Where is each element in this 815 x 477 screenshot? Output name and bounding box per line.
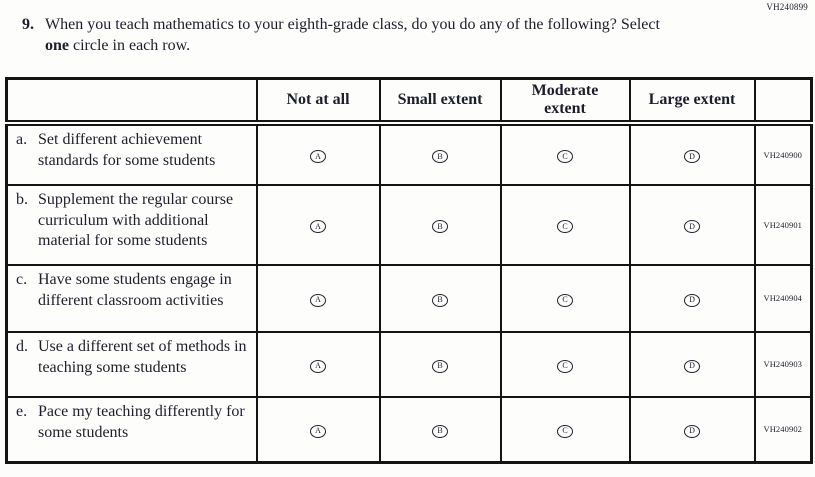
- row-letter: a.: [16, 130, 28, 148]
- option-circle-a[interactable]: A: [310, 150, 326, 164]
- option-circle-c[interactable]: C: [557, 220, 573, 234]
- option-circle-c[interactable]: C: [557, 424, 573, 438]
- option-circle-a[interactable]: A: [310, 359, 326, 373]
- option-circle-c[interactable]: C: [557, 293, 573, 307]
- page-accession-code: VH240899: [766, 2, 808, 12]
- option-circle-d[interactable]: D: [684, 293, 700, 307]
- option-circle-d[interactable]: D: [684, 424, 700, 438]
- header-cell-large-extent: Large extent: [628, 77, 756, 126]
- option-circle-b[interactable]: B: [432, 359, 448, 373]
- option-circle-d[interactable]: D: [684, 359, 700, 373]
- table-row-a: a. Set different achievement standards fo…: [5, 121, 813, 186]
- question-text-tail: circle in each row.: [69, 37, 191, 55]
- header-cell-moderate-extent: Moderate extent: [499, 77, 631, 126]
- row-accession-code: VH240901: [753, 183, 813, 266]
- header-cell-code: [753, 77, 813, 126]
- question-text-lead: When you teach mathematics to your eight…: [45, 16, 660, 33]
- header-row: Not at all Small extent Moderate extent …: [5, 77, 813, 126]
- question-block: 9. When you teach mathematics to your ei…: [0, 0, 815, 56]
- table-row-e: e. Pace my teaching differently for some …: [5, 395, 813, 464]
- row-accession-code: VH240900: [753, 121, 813, 186]
- row-letter: b.: [16, 190, 28, 208]
- response-matrix-table: Not at all Small extent Moderate extent …: [5, 77, 813, 465]
- row-letter: c.: [16, 270, 28, 288]
- option-circle-d[interactable]: D: [684, 220, 700, 234]
- table-row-d: d. Use a different set of methods in teac…: [5, 330, 813, 398]
- option-circle-d[interactable]: D: [684, 150, 700, 164]
- option-circle-b[interactable]: B: [432, 220, 448, 234]
- row-accession-code: VH240903: [753, 330, 813, 398]
- option-circle-a[interactable]: A: [310, 220, 326, 234]
- row-statement: Use a different set of methods in teachi…: [38, 337, 247, 376]
- option-circle-c[interactable]: C: [557, 359, 573, 373]
- question-text-bold-one: one: [45, 37, 69, 55]
- row-statement: Set different achievement standards for …: [38, 130, 216, 169]
- option-circle-a[interactable]: A: [310, 424, 326, 438]
- row-letter: e.: [16, 402, 28, 420]
- header-cell-statement: [5, 77, 258, 126]
- row-statement: Supplement the regular course curriculum…: [38, 190, 234, 250]
- question-number: 9.: [22, 16, 34, 33]
- option-circle-b[interactable]: B: [432, 150, 448, 164]
- option-circle-b[interactable]: B: [432, 293, 448, 307]
- option-circle-b[interactable]: B: [432, 424, 448, 438]
- row-statement: Pace my teaching differently for some st…: [38, 402, 245, 441]
- row-letter: d.: [16, 337, 28, 355]
- table-row-c: c. Have some students engage in different…: [5, 263, 813, 333]
- table-row-b: b. Supplement the regular course curricul…: [5, 183, 813, 266]
- option-circle-c[interactable]: C: [557, 150, 573, 164]
- row-accession-code: VH240904: [753, 263, 813, 333]
- header-cell-not-at-all: Not at all: [255, 77, 381, 126]
- header-cell-small-extent: Small extent: [378, 77, 502, 126]
- row-statement: Have some students engage in different c…: [38, 270, 232, 309]
- question-text: When you teach mathematics to your eight…: [45, 14, 667, 56]
- row-accession-code: VH240902: [753, 395, 813, 464]
- option-circle-a[interactable]: A: [310, 293, 326, 307]
